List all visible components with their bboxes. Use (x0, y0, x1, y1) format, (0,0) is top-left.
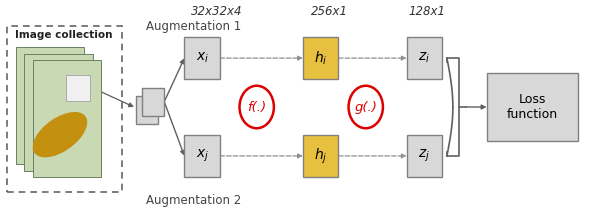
Text: Image collection: Image collection (15, 30, 113, 40)
Bar (66, 75, 90, 101)
Ellipse shape (33, 112, 87, 157)
Bar (407, 135, 442, 177)
Text: $z_i$: $z_i$ (418, 51, 431, 65)
Bar (407, 37, 442, 79)
Bar (142, 88, 165, 116)
Text: $z_j$: $z_j$ (418, 148, 431, 164)
Bar (24, 54, 93, 171)
Text: Augmentation 2: Augmentation 2 (146, 194, 241, 207)
Text: $x_i$: $x_i$ (195, 51, 209, 65)
Bar (33, 60, 102, 177)
Text: $h_i$: $h_i$ (314, 49, 327, 67)
Text: f(.): f(.) (247, 101, 266, 113)
Bar (7, 26, 122, 192)
Text: $x_j$: $x_j$ (195, 148, 209, 164)
Text: Augmentation 1: Augmentation 1 (146, 20, 241, 33)
Text: 256x1: 256x1 (311, 5, 348, 18)
Bar (303, 37, 339, 79)
Bar (303, 135, 339, 177)
Text: Loss
function: Loss function (507, 93, 558, 121)
Bar (486, 73, 579, 141)
Text: g(.): g(.) (354, 101, 377, 113)
Bar (136, 96, 159, 124)
Bar (15, 48, 84, 164)
Text: $h_j$: $h_j$ (314, 146, 327, 166)
Bar (184, 135, 220, 177)
Bar (184, 37, 220, 79)
Text: 128x1: 128x1 (409, 5, 446, 18)
Text: 32x32x4: 32x32x4 (191, 5, 243, 18)
